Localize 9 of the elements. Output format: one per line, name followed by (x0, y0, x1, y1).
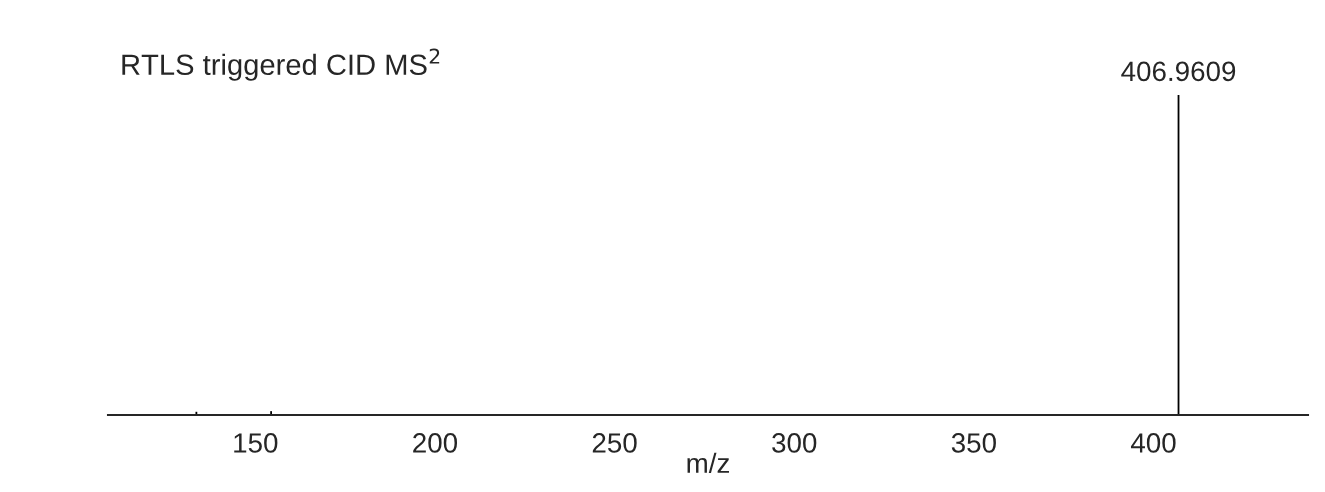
annotation: 406.9609 (1121, 61, 1236, 82)
x-tick-label: 350 (951, 433, 996, 453)
x-tick-label: 200 (413, 433, 458, 453)
x-tick-label: 400 (1130, 433, 1176, 453)
chart-title: RTLS triggered CID MS$^{2}$ (122, 48, 440, 81)
x-tick-label: 300 (772, 433, 817, 453)
x-axis-title: m/z (687, 452, 729, 474)
x-tick-label: 150 (234, 433, 278, 453)
x-tick-label: 250 (592, 433, 637, 453)
